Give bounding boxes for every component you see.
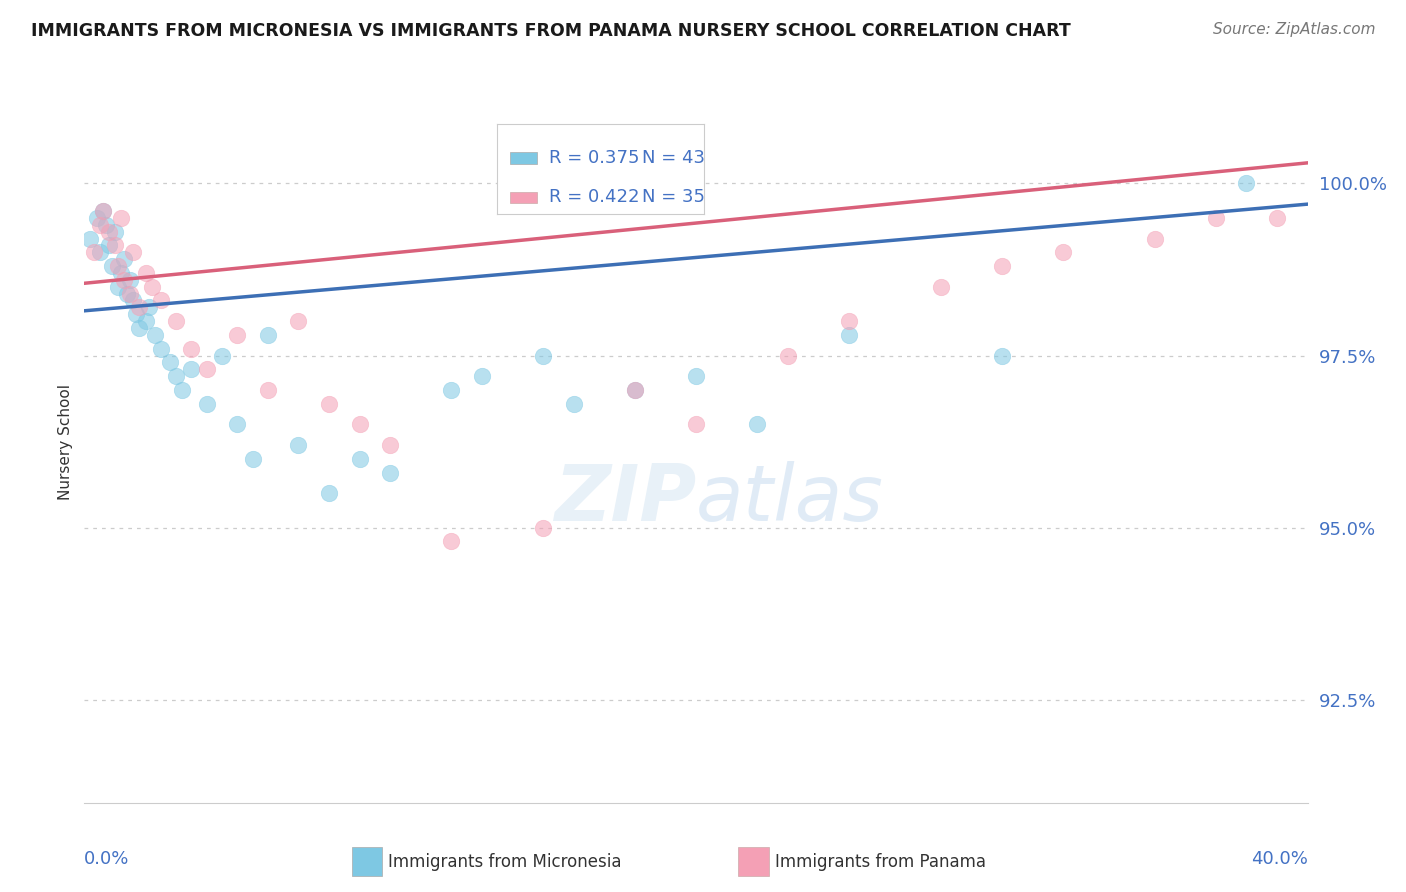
Point xyxy=(257,383,280,397)
Point xyxy=(125,307,148,321)
Point xyxy=(195,397,218,411)
Text: Immigrants from Micronesia: Immigrants from Micronesia xyxy=(388,853,621,871)
Point xyxy=(349,451,371,466)
Point xyxy=(440,534,463,549)
Text: N = 43: N = 43 xyxy=(643,149,706,167)
Point xyxy=(195,362,218,376)
Point xyxy=(180,362,202,376)
Point xyxy=(135,266,157,280)
FancyBboxPatch shape xyxy=(509,192,537,203)
Point xyxy=(83,245,105,260)
Point xyxy=(380,438,402,452)
Point xyxy=(91,204,114,219)
Point xyxy=(110,266,132,280)
Text: Source: ZipAtlas.com: Source: ZipAtlas.com xyxy=(1212,22,1375,37)
Point xyxy=(165,369,187,384)
Point xyxy=(624,383,647,397)
Point xyxy=(104,225,127,239)
Point xyxy=(172,383,194,397)
Text: ZIP: ZIP xyxy=(554,461,696,537)
Point xyxy=(122,245,145,260)
Point xyxy=(747,417,769,432)
Point xyxy=(149,342,172,356)
Point xyxy=(685,369,707,384)
Point xyxy=(471,369,494,384)
Text: N = 35: N = 35 xyxy=(643,188,706,206)
Point xyxy=(1143,231,1166,245)
Point xyxy=(1236,177,1258,191)
Point xyxy=(141,279,163,293)
Point xyxy=(211,349,233,363)
Point xyxy=(838,314,860,328)
Point xyxy=(287,438,309,452)
Point xyxy=(318,397,340,411)
Point xyxy=(110,211,132,225)
Point xyxy=(112,273,135,287)
Point xyxy=(120,286,142,301)
Point xyxy=(1052,245,1074,260)
Point xyxy=(89,245,111,260)
Point xyxy=(122,293,145,308)
Text: R = 0.422: R = 0.422 xyxy=(548,188,640,206)
Point xyxy=(318,486,340,500)
Point xyxy=(349,417,371,432)
Point xyxy=(624,383,647,397)
Point xyxy=(1205,211,1227,225)
Point xyxy=(838,327,860,342)
Point xyxy=(97,225,120,239)
Point xyxy=(685,417,707,432)
Text: IMMIGRANTS FROM MICRONESIA VS IMMIGRANTS FROM PANAMA NURSERY SCHOOL CORRELATION : IMMIGRANTS FROM MICRONESIA VS IMMIGRANTS… xyxy=(31,22,1071,40)
Point xyxy=(86,211,108,225)
Point xyxy=(287,314,309,328)
Point xyxy=(1265,211,1288,225)
Point xyxy=(991,259,1014,273)
Point xyxy=(143,327,166,342)
Point xyxy=(89,218,111,232)
Point xyxy=(257,327,280,342)
Point xyxy=(159,355,181,369)
Text: atlas: atlas xyxy=(696,461,884,537)
Point xyxy=(94,218,117,232)
Point xyxy=(562,397,585,411)
FancyBboxPatch shape xyxy=(509,153,537,164)
Point xyxy=(115,286,138,301)
Point xyxy=(531,520,554,534)
Point xyxy=(440,383,463,397)
Point xyxy=(138,301,160,315)
Y-axis label: Nursery School: Nursery School xyxy=(58,384,73,500)
Text: R = 0.375: R = 0.375 xyxy=(548,149,640,167)
Point xyxy=(120,273,142,287)
Point xyxy=(226,327,249,342)
Point xyxy=(991,349,1014,363)
Point xyxy=(128,321,150,335)
Point xyxy=(112,252,135,267)
Point xyxy=(91,204,114,219)
Point xyxy=(149,293,172,308)
Point xyxy=(79,231,101,245)
Point xyxy=(135,314,157,328)
Point xyxy=(776,349,799,363)
Point xyxy=(107,279,129,293)
Text: 0.0%: 0.0% xyxy=(84,850,129,868)
Text: Immigrants from Panama: Immigrants from Panama xyxy=(775,853,986,871)
Point xyxy=(104,238,127,252)
Point xyxy=(128,301,150,315)
Point xyxy=(242,451,264,466)
Point xyxy=(226,417,249,432)
Point xyxy=(97,238,120,252)
Point xyxy=(929,279,952,293)
Point xyxy=(380,466,402,480)
Point xyxy=(180,342,202,356)
Point xyxy=(531,349,554,363)
Text: 40.0%: 40.0% xyxy=(1251,850,1308,868)
Point xyxy=(107,259,129,273)
Point xyxy=(101,259,124,273)
Point xyxy=(165,314,187,328)
